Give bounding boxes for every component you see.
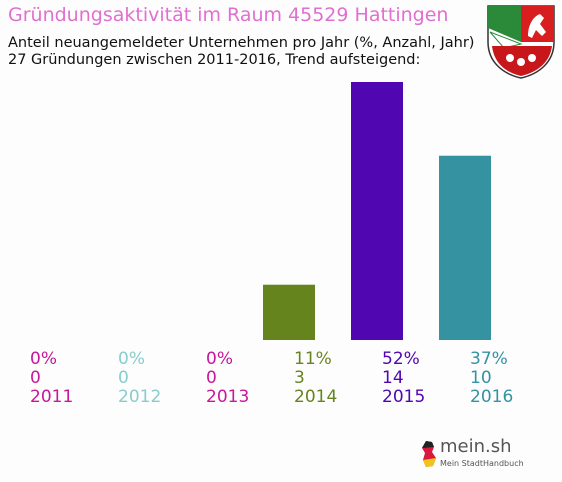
bar-2015 [351, 82, 403, 340]
year-label-2016: 2016 [470, 387, 513, 407]
percent-label-2016: 37% [470, 349, 508, 369]
year-label-2012: 2012 [118, 387, 161, 407]
chart-subtitle-line2: 27 Gründungen zwischen 2011-2016, Trend … [8, 52, 421, 68]
bar-2014 [263, 284, 315, 340]
brand-logo[interactable]: mein.sh Mein StadtHandbuch [420, 436, 530, 476]
count-label-2015: 14 [382, 368, 404, 388]
year-label-2013: 2013 [206, 387, 249, 407]
germany-map-icon [422, 441, 436, 467]
brand-name: mein.sh [440, 436, 512, 457]
percent-label-2011: 0% [30, 349, 57, 369]
year-label-2014: 2014 [294, 387, 337, 407]
year-label-2015: 2015 [382, 387, 425, 407]
count-label-2013: 0 [206, 368, 217, 388]
chart-title: Gründungsaktivität im Raum 45529 Hatting… [8, 4, 449, 26]
count-label-2012: 0 [118, 368, 129, 388]
coat-of-arms-icon [487, 5, 555, 79]
count-label-2011: 0 [30, 368, 41, 388]
percent-label-2012: 0% [118, 349, 145, 369]
chart-subtitle-line1: Anteil neuangemeldeter Unternehmen pro J… [8, 35, 475, 51]
count-label-2014: 3 [294, 368, 305, 388]
percent-label-2014: 11% [294, 349, 332, 369]
bar-2016 [439, 155, 491, 340]
year-label-2011: 2011 [30, 387, 73, 407]
percent-label-2013: 0% [206, 349, 233, 369]
count-label-2016: 10 [470, 368, 492, 388]
brand-tagline: Mein StadtHandbuch [440, 459, 524, 468]
percent-label-2015: 52% [382, 349, 420, 369]
